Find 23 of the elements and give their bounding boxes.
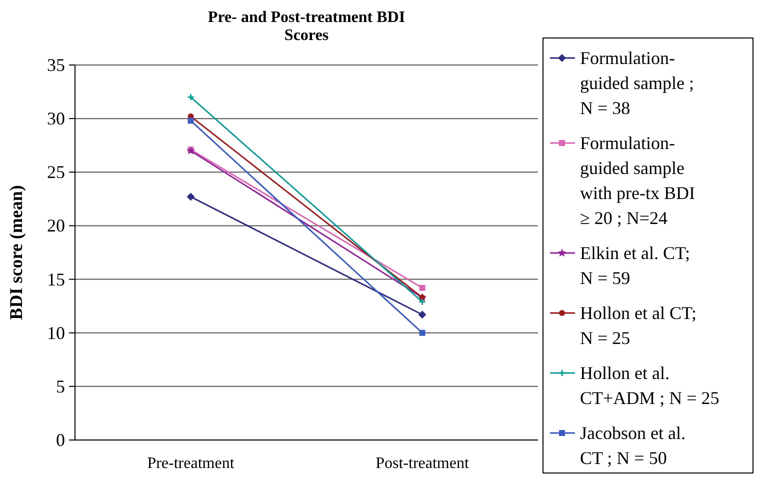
point	[418, 310, 426, 319]
x-tick-label: Post-treatment	[376, 455, 470, 472]
point	[419, 330, 426, 336]
y-tick-label: 15	[47, 269, 65, 290]
y-tick-label: 30	[47, 108, 65, 129]
y-tick-label: 10	[47, 322, 65, 343]
y-tick-label: 25	[47, 162, 65, 182]
legend-label: Elkin et al. CT; N = 59	[580, 243, 690, 288]
legend-label: Hollon et al CT; N = 25	[580, 303, 696, 348]
legend-label: Jacobson et al. CT ; N = 50	[580, 423, 686, 468]
legend-label: Formulation-guided sample ; N = 38	[580, 48, 694, 118]
y-tick-label: 0	[56, 430, 65, 450]
x-tick-label: Pre-treatment	[147, 455, 235, 472]
point	[188, 118, 194, 124]
y-tick-label: 20	[47, 216, 65, 236]
chart-title: Pre- and Post-treatment BDI Scores	[208, 9, 406, 44]
y-axis-title: BDI score (mean)	[6, 185, 26, 320]
y-tick-label: 35	[47, 55, 65, 75]
legend-label: Formulation-guided sample with pre-tx BDI ≥ 20 ; N=24	[580, 133, 695, 228]
point	[186, 192, 195, 201]
legend-label: Hollon et al. CT+ADM ; N = 25	[580, 363, 720, 408]
point	[419, 284, 426, 291]
y-tick-label: 5	[56, 376, 65, 396]
